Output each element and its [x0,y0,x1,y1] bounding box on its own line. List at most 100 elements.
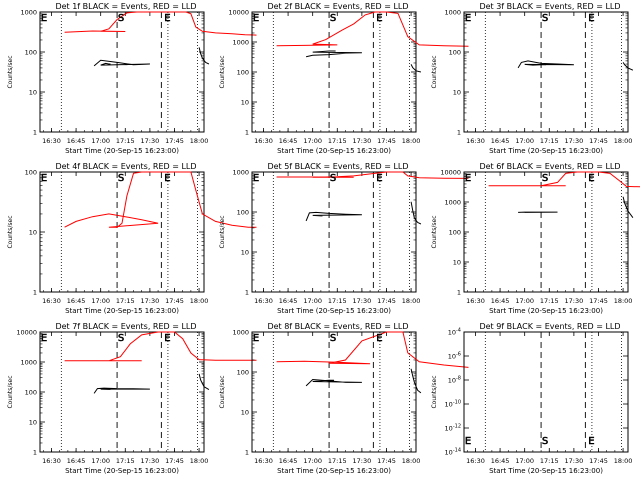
marker-letter: E [465,13,471,24]
y-tick-label: 10-6 [448,352,461,361]
series-line-black-events [305,211,362,222]
marker-letter: E [588,436,594,447]
plot-frame [463,171,629,293]
marker-letter: E [41,173,47,184]
x-tick-label: 17:30 [141,297,160,305]
y-axis-label: Counts/sec [431,215,438,248]
y-axis-label: Counts/sec [7,215,14,248]
panel-det-4f: Det 4f BLACK = Events, RED = LLD Counts/s… [7,162,257,315]
marker-letter: E [465,436,471,447]
panel-det-1f: Det 1f BLACK = Events, RED = LLD Counts/s… [7,2,257,155]
y-tick-label: 100 [25,49,37,57]
y-tick-exponent: -12 [453,424,461,430]
plot-frame [39,171,205,293]
x-tick-label: 17:45 [165,137,184,145]
series-line-black-events [198,47,210,65]
x-tick-label: 17:30 [565,137,584,145]
x-tick-label: 16:45 [67,297,86,305]
x-tick-label: 18:00 [402,457,421,465]
y-tick-label: 100 [25,389,37,397]
y-tick-label: 10 [241,99,249,107]
marker-letter: S [330,13,336,24]
x-tick-label: 17:15 [116,137,135,145]
y-tick-label: 10 [29,419,37,427]
panel-title: Det 7f BLACK = Events, RED = LLD [55,322,196,331]
x-tick-label: 16:30 [466,137,485,145]
panel-title: Det 2f BLACK = Events, RED = LLD [267,2,408,11]
x-tick-label: 17:00 [515,137,534,145]
y-tick-label: 1000 [444,9,461,17]
x-axis-label: Start Time (20-Sep-15 16:23:00) [65,307,179,315]
y-tick-exponent: -4 [456,328,461,334]
panel-det-6f: Det 6f BLACK = Events, RED = LLD Counts/s… [431,162,640,315]
x-tick-label: 17:00 [515,297,534,305]
y-tick-label: 1 [33,449,37,457]
series-line-red-lld [276,331,469,368]
y-axis-label: Counts/sec [219,375,226,408]
plot-frame [251,331,417,453]
marker-letter: E [253,173,259,184]
marker-letter: E [164,333,170,344]
panel-det-3f: Det 3f BLACK = Events, RED = LLD Counts/s… [431,2,634,155]
y-tick-exponent: -8 [456,376,461,382]
x-axis-label: Start Time (20-Sep-15 16:23:00) [489,307,603,315]
y-tick-label: 100 [25,169,37,177]
y-tick-label: 10000 [440,169,461,177]
panel-title: Det 5f BLACK = Events, RED = LLD [267,162,408,171]
x-tick-label: 17:15 [328,457,347,465]
marker-letter: E [376,333,382,344]
y-tick-label: 1000 [444,199,461,207]
panel-title: Det 9f BLACK = Events, RED = LLD [479,322,620,331]
y-axis-label: Counts/sec [7,375,14,408]
marker-letter: S [330,173,336,184]
x-tick-label: 16:45 [67,457,86,465]
series-line-black-events [622,62,634,71]
marker-letter: E [253,13,259,24]
y-axis-label: Counts/sec [431,55,438,88]
panel-det-8f: Det 8f BLACK = Events, RED = LLD Counts/s… [219,322,469,475]
y-tick-label: 100 [237,69,249,77]
x-tick-label: 17:45 [589,457,608,465]
y-tick-label: 100 [237,209,249,217]
panel-title: Det 8f BLACK = Events, RED = LLD [267,322,408,331]
marker-letter: S [542,436,548,447]
series-line-red-lld [64,171,257,228]
marker-letter: E [588,13,594,24]
series-line-black-events [93,387,150,394]
x-tick-label: 17:45 [589,137,608,145]
x-tick-label: 17:45 [377,457,396,465]
series-line-black-events [410,368,422,394]
x-tick-label: 17:00 [303,297,322,305]
marker-letter: S [118,13,124,24]
y-tick-label: 1 [457,289,461,297]
y-tick-label: 10 [29,229,37,237]
x-tick-label: 16:30 [42,137,61,145]
y-axis-label: Counts/sec [219,55,226,88]
series-line-red-lld [64,331,257,362]
marker-letter: E [253,333,259,344]
y-tick-base: 10 [448,329,456,337]
panel-title: Det 3f BLACK = Events, RED = LLD [479,2,620,11]
x-tick-label: 16:45 [491,137,510,145]
y-axis-label: Counts/sec [7,55,14,88]
x-tick-label: 16:45 [279,297,298,305]
plot-frame [39,331,205,453]
y-axis-label: Counts/sec [219,215,226,248]
plot-frame [251,171,417,293]
x-tick-label: 16:30 [254,457,273,465]
y-tick-label: 10-12 [445,424,461,433]
x-tick-label: 17:15 [116,457,135,465]
marker-letter: E [376,173,382,184]
series-line-black-events [93,59,150,67]
x-axis-label: Start Time (20-Sep-15 16:23:00) [489,147,603,155]
y-tick-base: 10 [448,377,456,385]
y-tick-base: 10 [445,401,453,409]
y-tick-label: 1 [245,449,249,457]
x-tick-label: 18:00 [614,137,633,145]
x-tick-label: 18:00 [190,457,209,465]
y-tick-label: 1000 [20,359,37,367]
plot-frame [463,11,629,133]
series-line-black-events [410,64,422,73]
y-tick-label: 10000 [228,9,249,17]
series-line-black-events [622,196,634,218]
